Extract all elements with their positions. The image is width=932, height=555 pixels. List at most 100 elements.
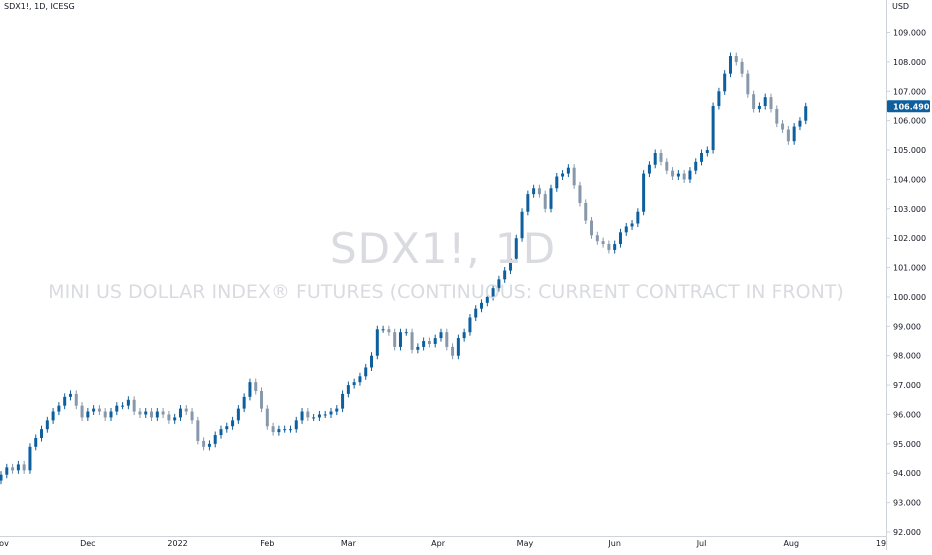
candle [804,102,808,125]
candle-body [769,97,773,109]
candle [676,170,680,181]
y-tick-label: 96.000 [893,410,921,419]
y-tick-label: 105.000 [893,146,926,155]
candle-body [190,411,194,421]
candle [265,405,269,430]
candle [40,425,44,442]
candle-body [520,211,524,239]
candle [410,328,414,354]
watermark-subtitle: MINI US DOLLAR INDEX® FUTURES (CONTINUOU… [48,281,844,303]
candle-body [740,61,744,74]
candle-body [497,279,501,289]
candle [0,471,3,485]
candle-body [121,405,125,407]
candle-body [132,399,136,412]
candle [398,328,402,351]
candle [618,228,622,248]
candle [543,190,547,213]
candle-body [219,429,223,436]
candle [595,231,599,245]
candle [167,410,171,424]
candle-body [86,411,90,418]
last-price-label: 106.490 [893,102,930,111]
candle [537,184,541,198]
candle [416,343,420,354]
candle [178,405,182,421]
candle-body [445,332,449,347]
candle [665,158,669,175]
y-tick-label: 98.000 [893,352,921,361]
candle [647,161,651,178]
time-axis[interactable]: Nov Dec 2022 Feb Mar Apr May Jun Jul Aug 19 [0,536,886,549]
candle-body [178,408,182,418]
candle-body [254,382,258,391]
candle-body [236,408,240,421]
candle [752,90,756,113]
candle [312,413,316,421]
candle-body [144,411,148,415]
candle-body [271,426,275,433]
candle-body [80,405,84,418]
candle [283,425,287,433]
candle [254,378,258,395]
candle-body [364,367,368,377]
candle [555,172,559,192]
candle-body [508,258,512,271]
y-tick-label: 106.000 [893,117,926,126]
candle [370,352,374,371]
candle-body [375,329,379,356]
candle [636,208,640,228]
candle [769,93,773,113]
candle-body [584,202,588,221]
candle [22,460,26,474]
candle [792,123,796,145]
candle-body [68,393,72,397]
candle [601,237,605,248]
symbol-label[interactable]: SDX1!, 1D, ICESG [4,2,75,11]
candle [700,149,704,166]
candle-body [757,105,761,109]
y-tick-label: 99.000 [893,322,921,331]
candle [242,393,246,413]
candle [132,396,136,416]
currency-label[interactable]: USD [892,2,910,11]
candle-body [248,382,252,397]
candle-body [0,474,3,481]
candle-body [393,332,397,347]
candle [16,460,20,474]
x-tick-label: Apr [431,539,446,548]
candle-body [317,414,321,418]
candle [520,208,524,242]
candle [694,158,698,175]
candle [757,102,761,113]
candle [144,408,148,419]
y-tick-label: 102.000 [893,234,926,243]
candle-body [202,440,206,447]
price-axis[interactable]: 92.000 93.000 94.000 95.000 96.000 97.000 98.0… [886,0,932,550]
x-tick-label: Mar [341,539,357,548]
candle [68,390,72,401]
candle [532,184,536,198]
watermark-title: SDX1!, 1D [329,224,557,273]
candle-body [682,173,686,180]
candle [5,463,9,479]
candle [728,52,732,78]
candle-body [404,332,408,334]
candle [34,434,38,451]
candle [288,425,292,433]
x-tick-label: Jul [696,539,707,548]
candle [740,58,744,78]
y-tick-label: 97.000 [893,381,921,390]
candle [219,425,223,439]
candle-body [323,414,327,416]
candle-body [427,341,431,344]
candle-body [694,161,698,171]
candle [763,93,767,110]
candle-body [700,152,704,162]
candle-body [688,170,692,180]
candle-body [196,420,200,441]
candle-body [503,270,507,280]
candle [549,184,553,213]
